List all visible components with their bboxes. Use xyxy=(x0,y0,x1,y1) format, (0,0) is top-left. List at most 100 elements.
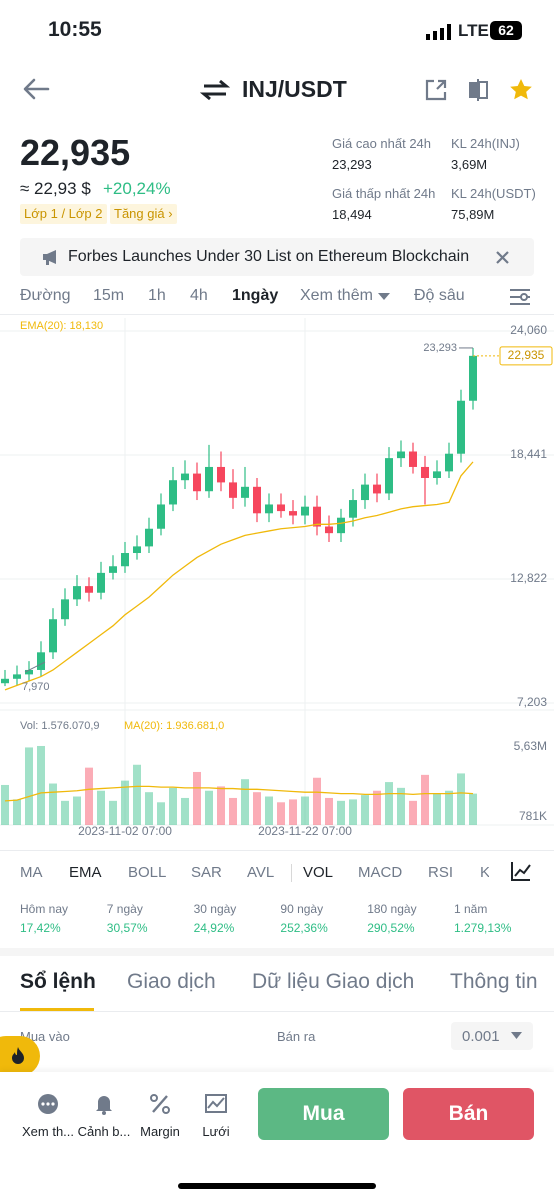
favorite-icon[interactable] xyxy=(508,77,534,103)
tag[interactable]: Lớp 1 / Lớp 2 xyxy=(20,204,107,224)
candle-body xyxy=(373,484,381,494)
active-tab-indicator xyxy=(20,1008,94,1011)
indicator-tab[interactable]: MA xyxy=(20,864,43,881)
status-time: 10:55 xyxy=(48,18,102,41)
orderbook-tab[interactable]: Thông tin xyxy=(450,970,538,993)
nav-label[interactable]: Cảnh b... xyxy=(77,1124,131,1139)
indicator-tab[interactable]: AVL xyxy=(247,864,275,881)
performance-period: 180 ngày xyxy=(367,902,417,916)
volume-bar xyxy=(97,790,105,825)
indicator-tab[interactable]: KDJ xyxy=(480,864,489,881)
candle-body xyxy=(265,504,273,514)
precision-select[interactable]: 0.001 xyxy=(451,1022,533,1050)
nav-icon[interactable] xyxy=(93,1093,115,1115)
nav-label[interactable]: Lưới xyxy=(202,1124,230,1139)
volume-tick-label: 781K xyxy=(519,809,547,823)
performance-period: 90 ngày xyxy=(280,902,324,916)
buy-button[interactable]: Mua xyxy=(258,1088,389,1140)
candle-body xyxy=(469,355,477,401)
indicator-tab[interactable]: BOLL xyxy=(128,864,167,881)
tag[interactable]: Tăng giá › xyxy=(110,204,177,224)
nav-label[interactable]: Margin xyxy=(140,1124,180,1139)
orderbook-tab[interactable]: Dữ liệu Giao dịch xyxy=(252,970,415,993)
timeframe-tab[interactable]: 1h xyxy=(148,287,166,304)
divider xyxy=(0,314,554,315)
price-approx: ≈ 22,93 $ xyxy=(20,179,91,198)
indicator-tab[interactable]: RSI xyxy=(428,864,454,881)
fire-icon xyxy=(12,1047,24,1064)
high-label: 23,293 xyxy=(423,342,457,354)
volume-bar xyxy=(373,790,381,825)
news-text[interactable]: Forbes Launches Under 30 List on Ethereu… xyxy=(68,248,470,265)
sell-button[interactable]: Bán xyxy=(403,1088,534,1140)
stat-label: KL 24h(INJ) xyxy=(451,136,520,151)
volume-bar xyxy=(469,793,477,825)
timeframe-tab[interactable]: 1ngày xyxy=(232,287,279,304)
y-tick-label: 18,441 xyxy=(510,447,547,461)
ema-line xyxy=(4,461,474,691)
timeframe-tab[interactable]: 4h xyxy=(190,287,208,304)
volume-bar xyxy=(409,800,417,825)
performance-period: Hôm nay xyxy=(20,902,69,916)
indicator-tab[interactable]: SAR xyxy=(191,864,222,881)
timeframe-tab[interactable]: Đường xyxy=(20,287,71,304)
home-indicator xyxy=(178,1183,376,1189)
divider xyxy=(0,850,554,851)
chart-settings-icon[interactable] xyxy=(508,286,532,308)
nav-icon[interactable] xyxy=(205,1093,227,1115)
volume-legend: Vol: 1.576.070,9 xyxy=(20,720,100,732)
divider xyxy=(0,1011,554,1012)
volume-bar xyxy=(145,792,153,825)
candle-body xyxy=(169,480,177,505)
candle-body xyxy=(397,451,405,459)
timeframe-tab[interactable]: 15m xyxy=(93,287,125,304)
nav-icon[interactable] xyxy=(149,1093,171,1115)
x-tick-label: 2023-11-22 07:00 xyxy=(258,824,352,838)
compare-icon[interactable] xyxy=(466,77,490,103)
candle-body xyxy=(157,504,165,529)
candle-body xyxy=(49,619,57,653)
back-button[interactable] xyxy=(20,76,52,102)
timeframe-tab[interactable]: Độ sâu xyxy=(414,287,465,304)
indicator-tab[interactable]: MACD xyxy=(358,864,403,881)
y-tick-label: 7,203 xyxy=(517,695,547,709)
candle-body xyxy=(313,506,321,527)
timeframe-tab[interactable]: Xem thêm xyxy=(300,287,373,304)
orderbook-tab[interactable]: Giao dịch xyxy=(127,970,216,993)
volume-bar xyxy=(457,773,465,825)
volume-bar xyxy=(61,800,69,825)
volume-bar xyxy=(421,774,429,825)
performance-value: 30,57% xyxy=(106,921,148,935)
volume-bar xyxy=(253,792,261,825)
nav-label[interactable]: Xem th... xyxy=(21,1124,75,1139)
indicator-tab[interactable]: VOL xyxy=(303,864,334,881)
swap-icon[interactable] xyxy=(200,78,230,102)
orderbook-tab[interactable]: Sổ lệnh xyxy=(20,970,96,993)
candle-body xyxy=(205,466,213,492)
separator xyxy=(291,864,292,882)
volume-bar xyxy=(301,796,309,825)
volume-bar xyxy=(181,797,189,825)
candle-body xyxy=(349,500,357,518)
floating-button[interactable] xyxy=(0,1036,40,1076)
close-icon[interactable] xyxy=(495,250,510,265)
volume-bar xyxy=(1,784,9,825)
news-banner[interactable] xyxy=(20,238,534,276)
volume-bar xyxy=(109,800,117,825)
candle-body xyxy=(421,466,429,478)
performance-value: 252,36% xyxy=(280,921,328,935)
nav-icon[interactable] xyxy=(37,1093,59,1115)
volume-bar xyxy=(265,796,273,825)
share-icon[interactable] xyxy=(424,78,448,102)
indicator-settings-icon[interactable] xyxy=(510,860,532,882)
volume-bar xyxy=(13,799,21,825)
candle-body xyxy=(445,453,453,472)
megaphone-icon xyxy=(43,250,56,265)
volume-bar xyxy=(337,800,345,825)
candle-body xyxy=(277,504,285,512)
indicator-tab[interactable]: EMA xyxy=(69,864,102,881)
candle-body xyxy=(301,506,309,516)
y-tick-label: 12,822 xyxy=(510,571,547,585)
candle-body xyxy=(121,553,129,567)
volume-bar xyxy=(49,783,57,825)
